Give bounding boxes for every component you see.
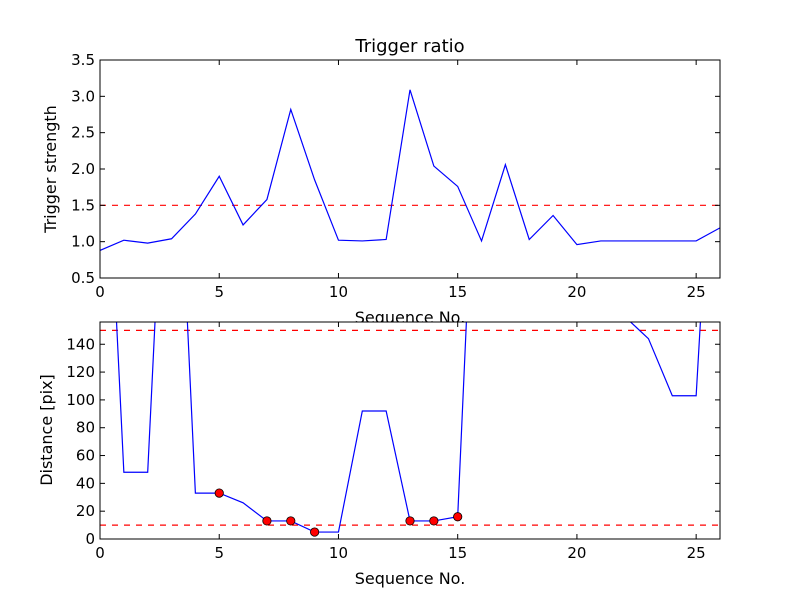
plot-bottom-background — [100, 322, 720, 539]
x-tick-label-bottom-4: 20 — [567, 544, 586, 562]
y-axis-label-top: Trigger strength — [41, 105, 60, 234]
data-point-marker-bottom-5 — [429, 516, 439, 526]
y-tick-label-bottom-1: 20 — [76, 502, 95, 520]
data-point-marker-bottom-3 — [310, 527, 320, 537]
data-point-marker-bottom-4 — [405, 516, 415, 526]
plot-top-frame — [99, 59, 721, 279]
y-tick-label-top-5: 3.0 — [71, 87, 95, 105]
data-point-marker-bottom-1 — [262, 516, 272, 526]
data-point-marker-bottom-2 — [286, 516, 296, 526]
x-tick-label-bottom-1: 5 — [214, 544, 224, 562]
x-axis-label-bottom: Sequence No. — [355, 569, 466, 588]
trigger-ratio-plot: 0 5 10 15 20 25 0.5 1.0 1.5 2.0 2.5 3.0 3.5 Trigger … — [41, 36, 721, 327]
x-tick-label-bottom-0: 0 — [95, 544, 105, 562]
y-tick-label-top-0: 0.5 — [71, 269, 95, 287]
x-tick-label-top-2: 10 — [329, 283, 348, 301]
y-tick-label-bottom-4: 80 — [76, 419, 95, 437]
y-tick-label-top-1: 1.0 — [71, 233, 95, 251]
y-tick-label-top-2: 1.5 — [71, 196, 95, 214]
x-tick-label-top-4: 20 — [567, 283, 586, 301]
y-tick-label-top-6: 3.5 — [71, 51, 95, 69]
y-tick-label-top-4: 2.5 — [71, 124, 95, 142]
data-point-marker-bottom-6 — [453, 512, 463, 522]
x-tick-label-top-3: 15 — [448, 283, 467, 301]
y-tick-label-bottom-6: 120 — [66, 363, 95, 381]
x-tick-label-top-5: 25 — [687, 283, 706, 301]
y-tick-label-bottom-0: 0 — [85, 530, 95, 548]
plot-bottom-frame — [99, 321, 721, 540]
distance-plot: 0 5 10 15 20 25 0 20 40 60 80 100 120 140 Sequence No… — [37, 321, 721, 588]
y-tick-label-bottom-3: 60 — [76, 447, 95, 465]
y-tick-label-bottom-2: 40 — [76, 474, 95, 492]
y-tick-label-bottom-5: 100 — [66, 391, 95, 409]
x-tick-label-top-0: 0 — [95, 283, 105, 301]
x-tick-label-bottom-2: 10 — [329, 544, 348, 562]
y-tick-label-bottom-7: 140 — [66, 335, 95, 353]
x-tick-label-bottom-3: 15 — [448, 544, 467, 562]
x-tick-label-top-1: 5 — [214, 283, 224, 301]
data-point-marker-bottom-0 — [214, 488, 224, 498]
y-tick-label-top-3: 2.0 — [71, 160, 95, 178]
y-axis-label-bottom: Distance [pix] — [37, 374, 56, 486]
x-tick-label-bottom-5: 25 — [687, 544, 706, 562]
series-line-top-0 — [100, 89, 720, 251]
plot-top-background — [100, 60, 720, 278]
chart-title-top: Trigger ratio — [354, 36, 464, 57]
